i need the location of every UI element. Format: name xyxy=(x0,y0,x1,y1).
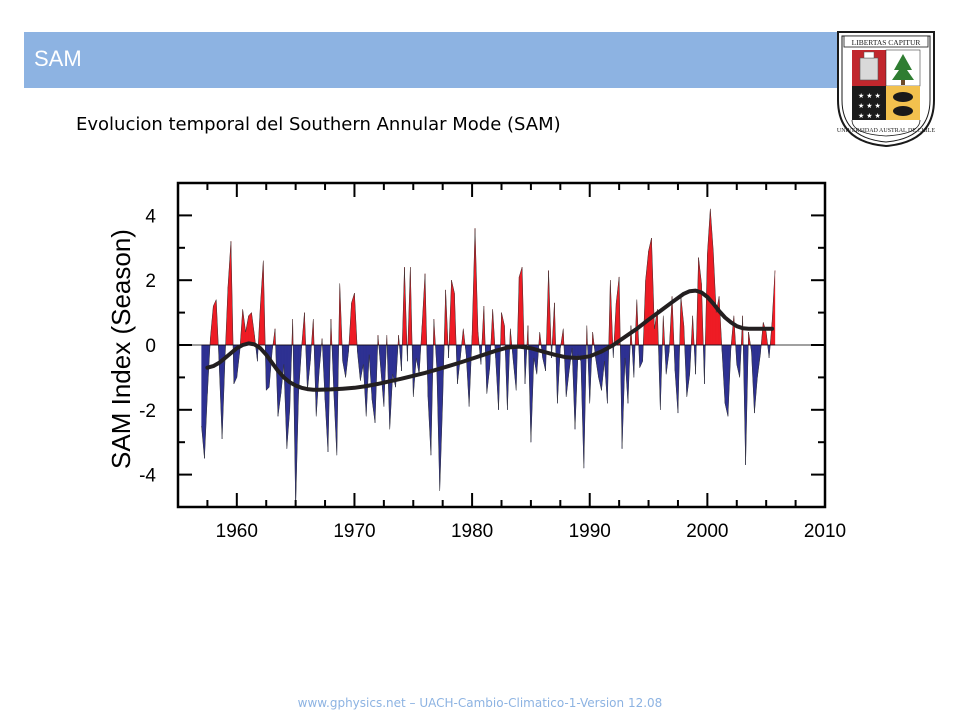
y-tick-label: 4 xyxy=(145,206,156,227)
logo-ring-text: UNIVERSIDAD AUSTRAL DE CHILE xyxy=(837,128,936,134)
y-axis-label: SAM Index (Season) xyxy=(106,229,136,469)
smoothed-trend-line xyxy=(205,288,775,392)
positive-anomaly-area xyxy=(201,208,776,346)
y-tick-label: 2 xyxy=(145,271,156,292)
x-tick-label: 2010 xyxy=(804,521,846,542)
x-tick-label: 1990 xyxy=(569,521,611,542)
svg-text:★ ★ ★: ★ ★ ★ xyxy=(858,112,881,120)
slide-title: SAM xyxy=(34,46,82,71)
university-logo: LIBERTAS CAPITUR ★ ★ ★ ★ ★ ★ ★ ★ ★ UNIVE… xyxy=(837,31,936,148)
svg-text:★ ★ ★: ★ ★ ★ xyxy=(858,102,881,110)
title-bar: SAM xyxy=(24,32,840,88)
negative-anomaly-area xyxy=(201,344,776,508)
x-tick-label: 1980 xyxy=(451,521,493,542)
svg-text:★ ★ ★: ★ ★ ★ xyxy=(858,92,881,100)
y-tick-label: 0 xyxy=(145,336,156,357)
x-tick-label: 2000 xyxy=(686,521,728,542)
slide-subtitle: Evolucion temporal del Southern Annular … xyxy=(76,114,561,135)
y-tick-label: -2 xyxy=(139,401,156,422)
y-tick-label: -4 xyxy=(139,466,156,487)
sam-index-chart: 1960 1970 1980 1990 2000 2010 -4 -2 0 2 4 SAM Index… xyxy=(106,181,846,542)
logo-motto: LIBERTAS CAPITUR xyxy=(852,38,921,47)
x-tick-label: 1960 xyxy=(216,521,258,542)
footer-text: www.gphysics.net – UACH-Cambio-Climatico… xyxy=(297,696,663,710)
seasonal-series-line xyxy=(201,208,776,508)
x-tick-label: 1970 xyxy=(333,521,375,542)
